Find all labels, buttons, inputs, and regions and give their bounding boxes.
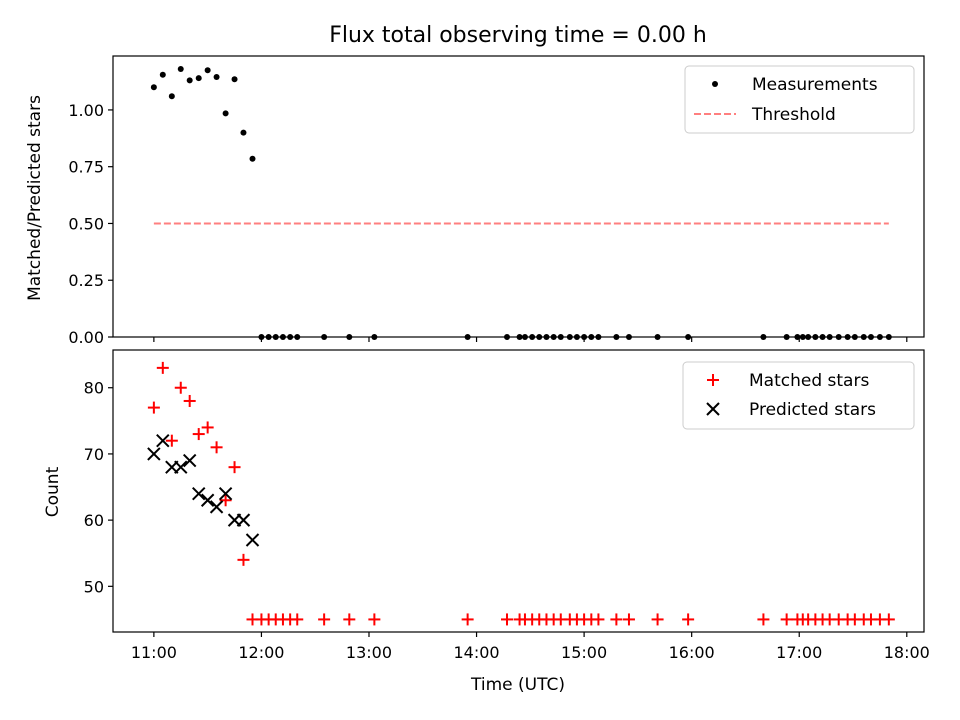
matched-star-point — [228, 461, 241, 474]
y-tick-label: 80 — [84, 379, 104, 398]
y-tick-label: 50 — [84, 577, 104, 596]
matched-star-point — [368, 613, 381, 626]
matched-star-point — [318, 613, 331, 626]
predicted-star-point — [245, 533, 260, 547]
matched-star-point — [780, 613, 793, 626]
measurement-point — [159, 71, 166, 78]
ratio-legend-box — [684, 65, 915, 134]
x-tick-label: 18:00 — [884, 643, 930, 662]
measurement-point — [222, 110, 229, 117]
x-tick-label: 16:00 — [669, 643, 715, 662]
matched-star-point — [757, 613, 770, 626]
matched-star-point — [174, 381, 187, 394]
matched-star-point — [461, 613, 474, 626]
measurement-point — [168, 93, 175, 100]
predicted-star-point — [156, 433, 170, 448]
count-axis-ticks: 50 60 70 80 11:00 12:00 13:00 14:00 15:00 16:00 17… — [84, 379, 930, 662]
matched-stars-legend-marker — [707, 374, 719, 386]
matched-star-point — [201, 421, 214, 434]
matched-star-point — [156, 361, 169, 374]
matched-star-point — [192, 428, 205, 441]
matched-star-point — [291, 613, 304, 626]
ratio-y-axis-label: Matched/Predicted stars — [25, 95, 45, 301]
matched-star-point — [210, 441, 223, 454]
x-tick-label: 14:00 — [453, 643, 499, 662]
predicted-star-point — [209, 500, 224, 514]
predicted-star-point — [182, 453, 197, 468]
measurement-point — [150, 84, 157, 91]
y-tick-label: 0.25 — [68, 271, 104, 290]
x-tick-label: 13:00 — [346, 643, 392, 662]
matched-star-point — [651, 613, 664, 626]
count-x-axis-label: Time (UTC) — [470, 675, 565, 695]
x-tick-label: 17:00 — [776, 643, 822, 662]
measurement-point — [204, 67, 211, 74]
x-tick-label: 12:00 — [238, 643, 284, 662]
count-legend: Matched stars Predicted stars — [682, 361, 915, 430]
ratio-legend: Measurements Threshold — [684, 65, 915, 134]
x-tick-label: 11:00 — [131, 643, 177, 662]
predicted-star-point — [236, 513, 251, 527]
matched-star-point — [165, 434, 178, 447]
matched-star-point — [592, 613, 605, 626]
chart-title: Flux total observing time = 0.00 h — [329, 23, 707, 48]
matched-star-point — [682, 613, 695, 626]
count-panel: Count Time (UTC) 50 60 70 80 11:00 12:00 13:00… — [43, 349, 930, 695]
matched-star-point — [219, 494, 232, 507]
measurement-point — [231, 76, 238, 83]
predicted-star-point — [174, 460, 188, 474]
matched-star-point — [622, 613, 635, 626]
measurement-point — [186, 77, 193, 84]
matched-star-point — [237, 553, 250, 566]
measurement-point — [213, 74, 220, 81]
matched-stars-legend-label: Matched stars — [749, 371, 869, 391]
threshold-legend-label: Threshold — [751, 105, 836, 125]
matched-star-point — [343, 613, 356, 626]
count-y-axis-label: Count — [43, 466, 63, 517]
measurement-point — [249, 155, 256, 162]
measurements-legend-marker — [712, 81, 718, 87]
predicted-star-point — [200, 493, 215, 507]
count-plot-frame — [112, 349, 925, 633]
y-tick-label: 0.50 — [68, 214, 104, 233]
matched-star-point — [610, 613, 623, 626]
y-tick-label: 0.75 — [68, 158, 104, 177]
measurement-point — [240, 129, 247, 136]
predicted-star-point — [147, 447, 161, 461]
matched-star-point — [882, 613, 895, 626]
ratio-axis-ticks: 0.00 0.25 0.50 0.75 1.00 — [68, 101, 908, 347]
y-tick-label: 60 — [84, 511, 104, 530]
y-tick-label: 70 — [84, 445, 104, 464]
matched-star-point — [183, 394, 196, 407]
count-legend-box — [682, 361, 915, 430]
y-tick-label: 1.00 — [68, 101, 104, 120]
predicted-stars-legend-marker — [706, 402, 720, 416]
measurement-point — [195, 75, 202, 82]
count-data-marks — [147, 361, 895, 626]
measurement-point — [177, 66, 184, 73]
predicted-star-point — [218, 486, 233, 501]
y-tick-label: 0.00 — [68, 328, 104, 347]
x-tick-label: 15:00 — [561, 643, 607, 662]
ratio-panel: Flux total observing time = 0.00 h Match… — [25, 23, 925, 347]
measurements-legend-label: Measurements — [752, 75, 878, 95]
predicted-star-point — [192, 486, 206, 501]
ratio-plot-frame — [112, 55, 925, 338]
matched-star-point — [500, 613, 513, 626]
ratio-data-marks — [150, 66, 892, 340]
matched-star-point — [147, 401, 160, 414]
predicted-stars-legend-label: Predicted stars — [749, 400, 876, 420]
